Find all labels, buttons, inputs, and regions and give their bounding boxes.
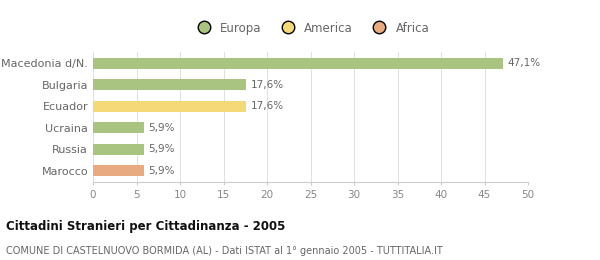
Text: Cittadini Stranieri per Cittadinanza - 2005: Cittadini Stranieri per Cittadinanza - 2… xyxy=(6,220,286,233)
Bar xyxy=(93,79,246,90)
Text: 47,1%: 47,1% xyxy=(507,58,540,68)
Bar xyxy=(93,58,503,69)
Text: 17,6%: 17,6% xyxy=(250,101,284,111)
Bar xyxy=(93,165,145,176)
Text: 5,9%: 5,9% xyxy=(149,166,175,176)
Text: COMUNE DI CASTELNUOVO BORMIDA (AL) - Dati ISTAT al 1° gennaio 2005 - TUTTITALIA.: COMUNE DI CASTELNUOVO BORMIDA (AL) - Dat… xyxy=(6,245,443,256)
Bar xyxy=(93,101,246,112)
Text: 17,6%: 17,6% xyxy=(250,80,284,90)
Bar xyxy=(93,122,145,133)
Bar xyxy=(93,144,145,155)
Text: 5,9%: 5,9% xyxy=(149,123,175,133)
Legend: Europa, America, Africa: Europa, America, Africa xyxy=(192,22,429,35)
Text: 5,9%: 5,9% xyxy=(149,144,175,154)
